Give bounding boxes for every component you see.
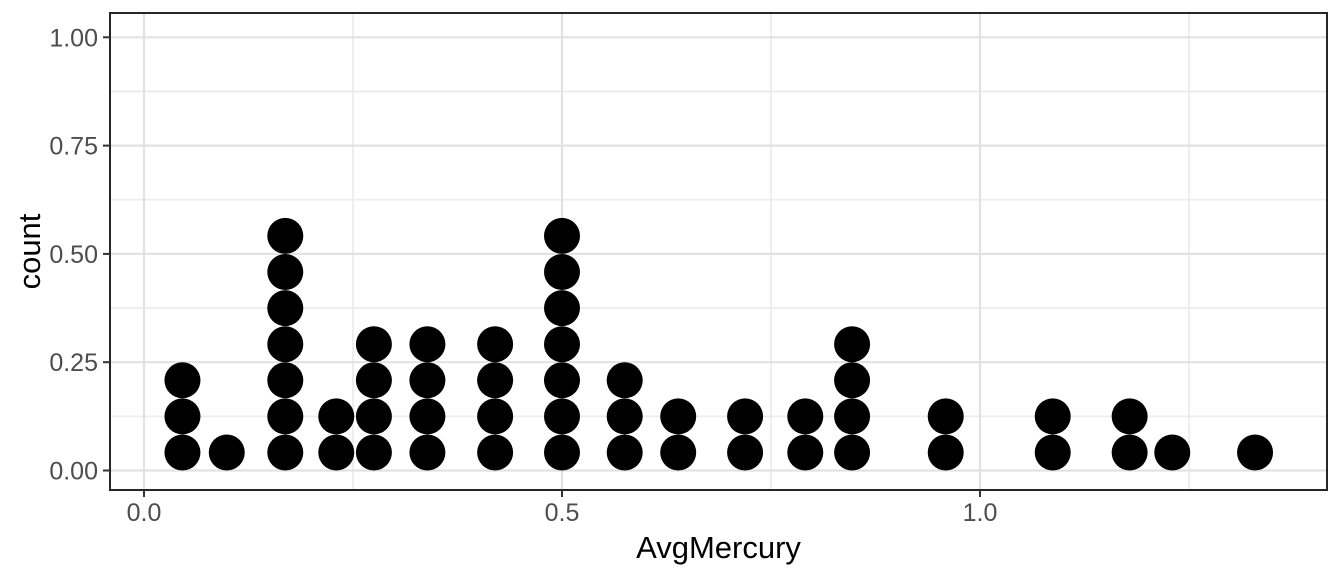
panel-border (109, 12, 1328, 491)
dot-stack (355, 326, 392, 471)
data-dot (544, 217, 580, 254)
data-dot (477, 398, 514, 435)
data-dot (1034, 398, 1071, 435)
data-dot (355, 434, 392, 471)
dot-stack (164, 362, 201, 471)
dot-stack (1237, 434, 1274, 471)
data-dot (409, 434, 446, 471)
dot-stack (1111, 398, 1148, 471)
dot-stack (606, 362, 643, 471)
data-dot (606, 398, 643, 435)
data-dot (787, 398, 824, 435)
data-dot (544, 434, 580, 471)
dot-stack (544, 217, 580, 471)
data-dot (606, 434, 643, 471)
data-dot (834, 362, 871, 399)
data-dot (477, 362, 514, 399)
x-tick-label: 0.5 (545, 499, 580, 527)
y-tick-labels: 0.00 0.25 0.50 0.75 1.00 (49, 24, 98, 485)
dot-stack (834, 326, 871, 471)
data-dot (208, 434, 245, 471)
dot-stack (477, 326, 514, 471)
data-dot (787, 434, 824, 471)
data-dot (267, 290, 304, 327)
dot-stack (409, 326, 446, 471)
data-dot (1111, 398, 1148, 435)
data-dot (1034, 434, 1071, 471)
y-tick-label: 0.50 (49, 241, 98, 269)
data-dot (355, 398, 392, 435)
data-dot (267, 217, 304, 254)
data-dot (834, 434, 871, 471)
data-dot (927, 434, 964, 471)
y-axis-title: count (12, 213, 47, 289)
y-tick-label: 0.00 (49, 458, 98, 486)
dot-stacks (164, 217, 1274, 471)
data-dot (927, 398, 964, 435)
dot-stack (660, 398, 697, 471)
data-dot (409, 362, 446, 399)
data-dot (409, 398, 446, 435)
y-tick-label: 0.25 (49, 349, 98, 377)
data-dot (834, 398, 871, 435)
data-dot (164, 434, 201, 471)
data-dot (606, 362, 643, 399)
data-dot (355, 362, 392, 399)
dot-stack (208, 434, 245, 471)
data-dot (267, 434, 304, 471)
data-dot (544, 290, 580, 327)
dot-stack (727, 398, 764, 471)
data-dot (727, 398, 764, 435)
data-dot (409, 326, 446, 363)
y-tick-label: 1.00 (49, 24, 98, 52)
data-dot (660, 398, 697, 435)
x-tick-label: 0.0 (127, 499, 162, 527)
data-dot (267, 254, 304, 290)
data-dot (318, 434, 355, 471)
x-tick-labels: 0.0 0.5 1.0 (127, 499, 998, 527)
data-dot (544, 254, 580, 290)
data-dot (477, 434, 514, 471)
data-dot (1111, 434, 1148, 471)
data-dot (477, 326, 514, 363)
data-dot (1154, 434, 1191, 471)
dot-stack (1034, 398, 1071, 471)
x-tick-label: 1.0 (963, 499, 998, 527)
data-dot (267, 398, 304, 435)
data-dot (164, 362, 201, 399)
data-dot (318, 398, 355, 435)
data-dot (267, 326, 304, 363)
dot-stack (787, 398, 824, 471)
dot-stack (927, 398, 964, 471)
data-dot (727, 434, 764, 471)
y-tick-label: 0.75 (49, 133, 98, 161)
x-axis-title: AvgMercury (636, 530, 801, 565)
data-dot (1237, 434, 1274, 471)
dot-stack (267, 217, 304, 471)
data-dot (544, 362, 580, 399)
data-dot (660, 434, 697, 471)
data-dot (267, 362, 304, 399)
axis-ticks (103, 36, 981, 497)
dot-stack (318, 398, 355, 471)
data-dot (355, 326, 392, 363)
dot-stack (1154, 434, 1191, 471)
data-dot (164, 398, 201, 435)
data-dot (544, 326, 580, 363)
data-dot (834, 326, 871, 363)
data-dot (544, 398, 580, 435)
